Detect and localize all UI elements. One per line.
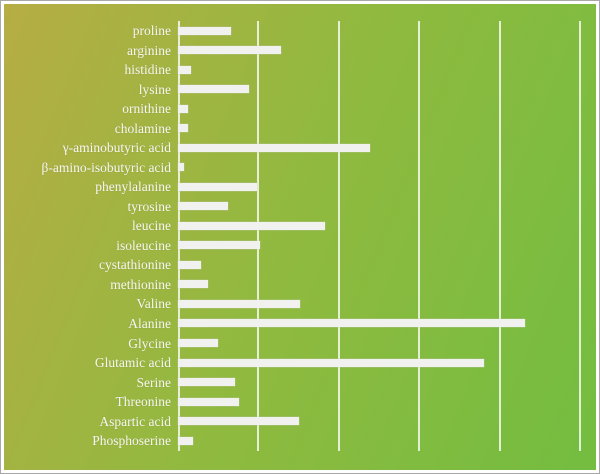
bar-row	[178, 158, 580, 178]
bar-row	[178, 41, 580, 61]
bar	[178, 26, 232, 35]
gridline	[337, 21, 340, 451]
category-label: proline	[132, 23, 171, 39]
category-label: cholamine	[114, 120, 171, 136]
plot-area	[178, 21, 581, 451]
bar	[178, 417, 299, 426]
category-label: Phosphoserine	[92, 433, 171, 449]
bar-row	[178, 431, 580, 451]
bar	[178, 163, 185, 172]
bar-row	[178, 177, 580, 197]
bar	[178, 104, 188, 113]
bar-row	[178, 334, 580, 354]
bar	[178, 65, 191, 74]
bar	[178, 202, 228, 211]
category-label: Aspartic acid	[99, 413, 171, 429]
bar	[178, 124, 188, 133]
category-label: γ-aminobutyric acid	[62, 140, 171, 156]
category-label: leucine	[132, 218, 171, 234]
bar	[178, 260, 201, 269]
category-label: methionine	[110, 276, 171, 292]
bar-row	[178, 80, 580, 100]
bar	[178, 241, 260, 250]
gridline	[418, 21, 421, 451]
category-label: histidine	[124, 62, 172, 78]
category-label: tyrosine	[127, 198, 172, 214]
category-label: ornithine	[122, 101, 171, 117]
bar	[178, 319, 526, 328]
category-label: phenylalanine	[95, 179, 171, 195]
bar	[178, 397, 240, 406]
bar-row	[178, 314, 580, 334]
category-label: Serine	[136, 374, 172, 390]
bar-row	[178, 294, 580, 314]
bar	[178, 221, 326, 230]
bar-row	[178, 99, 580, 119]
bar-row	[178, 412, 580, 432]
gridline	[498, 21, 501, 451]
bar-row	[178, 255, 580, 275]
bar-row	[178, 392, 580, 412]
bar	[178, 339, 219, 347]
chart-canvas: proline arginine histidine lysine ornithine c…	[4, 4, 596, 470]
category-label: Alanine	[128, 315, 171, 331]
bar-row	[178, 353, 580, 373]
bar-row	[178, 60, 580, 80]
bar-row	[178, 275, 580, 295]
bar-row	[178, 216, 580, 236]
category-axis-labels: proline arginine histidine lysine ornithine c…	[4, 21, 178, 451]
category-label: cystathionine	[99, 257, 171, 273]
category-label: Glutamic acid	[94, 355, 171, 371]
value-axis-line	[178, 21, 180, 451]
bar	[178, 143, 371, 152]
category-label: arginine	[127, 42, 171, 58]
bar	[178, 280, 208, 289]
bar	[178, 46, 281, 55]
bar-row	[178, 236, 580, 256]
bar-row	[178, 197, 580, 217]
category-label: Threonine	[115, 394, 171, 410]
category-label: Glycine	[128, 335, 171, 351]
bar	[178, 85, 249, 94]
bar-row	[178, 373, 580, 393]
bar-row	[178, 138, 580, 158]
bar-row	[178, 119, 580, 139]
bar	[178, 182, 257, 191]
gridline	[257, 21, 260, 451]
bar	[178, 378, 236, 387]
category-label: Valine	[136, 296, 172, 312]
bar	[178, 299, 301, 308]
category-label: lysine	[138, 81, 171, 97]
category-label: β-amino-isobutyric acid	[41, 159, 171, 175]
category-label: isoleucine	[116, 237, 171, 253]
bar	[178, 436, 194, 445]
gridline	[579, 21, 581, 451]
bar-row	[178, 21, 580, 41]
bar	[178, 358, 485, 367]
